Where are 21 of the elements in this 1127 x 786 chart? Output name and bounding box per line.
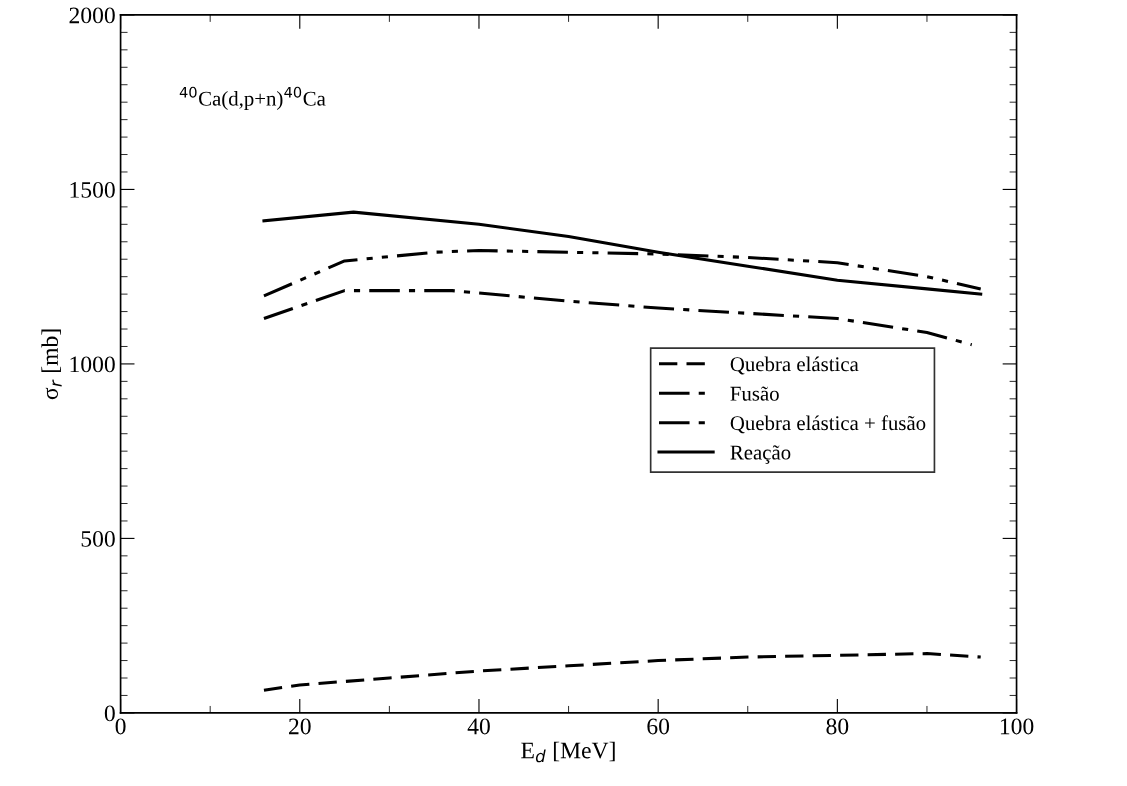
x-tick-label: 100 — [1000, 718, 1034, 735]
y-tick-label: 1500 — [70, 181, 115, 198]
line-series — [262, 652, 983, 692]
y-tick-label: 2000 — [69, 7, 115, 24]
legend-label: Fusão — [730, 386, 779, 401]
x-tick-label: 60 — [647, 718, 670, 735]
y-tick-label: 0 — [104, 705, 115, 722]
x-tick-label: 80 — [826, 718, 849, 735]
x-tick-label: 0 — [115, 718, 126, 735]
legend-label: Quebra elástica — [730, 356, 859, 375]
y-tick-label: 500 — [81, 530, 115, 547]
y-axis-title: σ$_{r}$ [mb] — [41, 329, 62, 400]
x-axis-title: E$_{d}$ [MeV] — [521, 741, 615, 763]
legend-label: Reação — [730, 445, 791, 464]
x-tick-label: 20 — [289, 718, 311, 735]
line-series — [262, 289, 974, 347]
line-series — [262, 210, 983, 296]
y-tick-label: 1000 — [70, 356, 115, 373]
annotation: $^{40}$Ca(d,p+n)$^{40}$Ca — [179, 86, 326, 110]
legend-label: Quebra elástica + fusão — [730, 415, 926, 434]
x-tick-label: 40 — [467, 718, 490, 735]
